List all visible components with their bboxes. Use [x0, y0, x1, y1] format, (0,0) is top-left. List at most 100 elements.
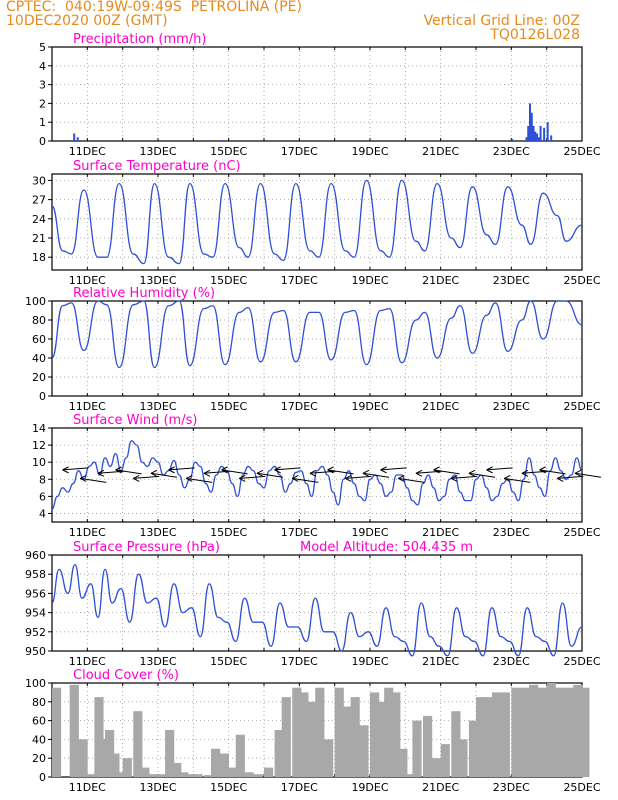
- xtick-label-rh: 13DEC: [139, 400, 176, 413]
- wind-arrow: [451, 475, 478, 479]
- wind-arrow-head: [451, 477, 458, 482]
- title-wind: Surface Wind (m/s): [73, 413, 197, 428]
- wind-arrow-head: [115, 466, 122, 471]
- bar-cloud: [281, 697, 291, 777]
- xtick-label-press: 19DEC: [351, 655, 388, 668]
- bar-precip: [546, 122, 549, 141]
- bar-cloud: [264, 767, 274, 777]
- wind-arrow: [539, 469, 566, 475]
- ytick-label-press: 952: [25, 626, 46, 639]
- wind-arrow: [504, 477, 531, 483]
- xtick-label-cloud: 23DEC: [493, 781, 530, 794]
- wind-arrow: [345, 475, 372, 479]
- title-rh: Relative Humidity (%): [73, 286, 215, 301]
- bar-cloud: [140, 767, 150, 777]
- wind-arrow-head: [398, 474, 405, 479]
- xtick-label-rh: 15DEC: [210, 400, 247, 413]
- bar-cloud: [580, 687, 590, 777]
- bar-cloud: [500, 692, 510, 777]
- wind-arrow-head: [327, 466, 334, 471]
- wind-arrow-head: [256, 469, 264, 474]
- frame-temp: [51, 173, 583, 271]
- xtick-label-wind: 13DEC: [139, 526, 176, 539]
- bar-cloud: [468, 720, 479, 777]
- ytick-label-press: 960: [25, 549, 46, 562]
- wind-arrow-head: [97, 472, 105, 477]
- wind-arrow-head: [186, 474, 193, 479]
- bar-cloud: [292, 687, 302, 777]
- bar-cloud: [440, 744, 450, 777]
- header-line1: CPTEC: 040:19W-09:49S PETROLINA (PE): [6, 0, 302, 15]
- wind-arrow-head: [398, 477, 405, 482]
- wind-arrow-head: [345, 477, 352, 482]
- bar-cloud: [105, 730, 115, 777]
- xtick-label-rh: 25DEC: [563, 400, 600, 413]
- wind-arrow: [115, 469, 142, 475]
- bar-cloud: [69, 684, 79, 777]
- bar-cloud: [274, 730, 284, 777]
- wind-arrow-head: [539, 466, 546, 471]
- ytick-label-press: 954: [25, 607, 46, 620]
- ytick-label-press: 950: [25, 645, 46, 658]
- bar-cloud: [149, 774, 159, 777]
- wind-arrow-head: [309, 469, 317, 474]
- bar-cloud: [451, 711, 461, 777]
- xtick-label-rh: 21DEC: [422, 400, 459, 413]
- ytick-label-temp: 21: [32, 232, 46, 245]
- wind-arrow-head: [115, 469, 122, 474]
- bar-cloud: [172, 762, 182, 777]
- wind-arrow: [292, 477, 319, 483]
- bar-cloud: [398, 748, 408, 777]
- xtick-label-temp: 25DEC: [563, 274, 600, 287]
- ytick-label-cloud: 80: [32, 696, 46, 709]
- wind-arrow-head: [380, 469, 387, 474]
- ytick-label-precip: 5: [39, 41, 46, 54]
- ytick-label-precip: 4: [39, 60, 46, 73]
- wind-arrow-head: [574, 472, 582, 477]
- wind-arrow-head: [256, 472, 264, 477]
- xtick-label-press: 23DEC: [493, 655, 530, 668]
- wind-arrow-head: [292, 477, 299, 482]
- wind-arrow: [221, 469, 248, 475]
- bar-cloud: [306, 701, 316, 777]
- wind-arrow: [468, 472, 496, 478]
- bar-precip: [525, 137, 528, 141]
- bar-cloud: [405, 774, 415, 777]
- ytick-label-temp: 24: [32, 213, 46, 226]
- wind-arrow: [486, 467, 513, 471]
- xtick-label-temp: 21DEC: [422, 274, 459, 287]
- title-cloud: Cloud Cover (%): [73, 668, 179, 683]
- xtick-label-cloud: 25DEC: [563, 781, 600, 794]
- bar-cloud: [391, 692, 401, 777]
- wind-arrow: [256, 472, 284, 478]
- wind-arrow: [327, 469, 354, 475]
- wind-arrow-head: [521, 469, 529, 474]
- wind-arrow-head: [486, 469, 493, 474]
- ytick-label-rh: 80: [32, 314, 46, 327]
- wind-arrow-head: [433, 466, 440, 471]
- xtick-label-wind: 21DEC: [422, 526, 459, 539]
- bar-cloud: [299, 692, 309, 777]
- bar-cloud: [324, 739, 334, 777]
- bar-precip: [529, 103, 531, 141]
- ytick-label-cloud: 100: [25, 677, 46, 690]
- wind-arrow-head: [292, 474, 299, 479]
- wind-arrow: [150, 472, 178, 478]
- bar-cloud: [555, 687, 565, 777]
- bar-cloud: [244, 772, 254, 777]
- ytick-label-press: 958: [25, 568, 46, 581]
- bar-cloud: [423, 715, 433, 777]
- series-line-wind: [51, 440, 583, 510]
- bar-cloud: [412, 720, 422, 777]
- ytick-label-temp: 18: [32, 251, 46, 264]
- bar-cloud: [203, 775, 214, 777]
- ytick-label-rh: 20: [32, 371, 46, 384]
- xtick-label-press: 25DEC: [563, 655, 600, 668]
- wind-arrow-head: [362, 472, 370, 477]
- header-line2: 10DEC2020 00Z (GMT): [6, 13, 168, 29]
- xtick-label-precip: 13DEC: [139, 145, 176, 158]
- wind-arrow-head: [133, 474, 140, 479]
- xtick-label-precip: 25DEC: [563, 145, 600, 158]
- wind-arrow-head: [380, 466, 387, 471]
